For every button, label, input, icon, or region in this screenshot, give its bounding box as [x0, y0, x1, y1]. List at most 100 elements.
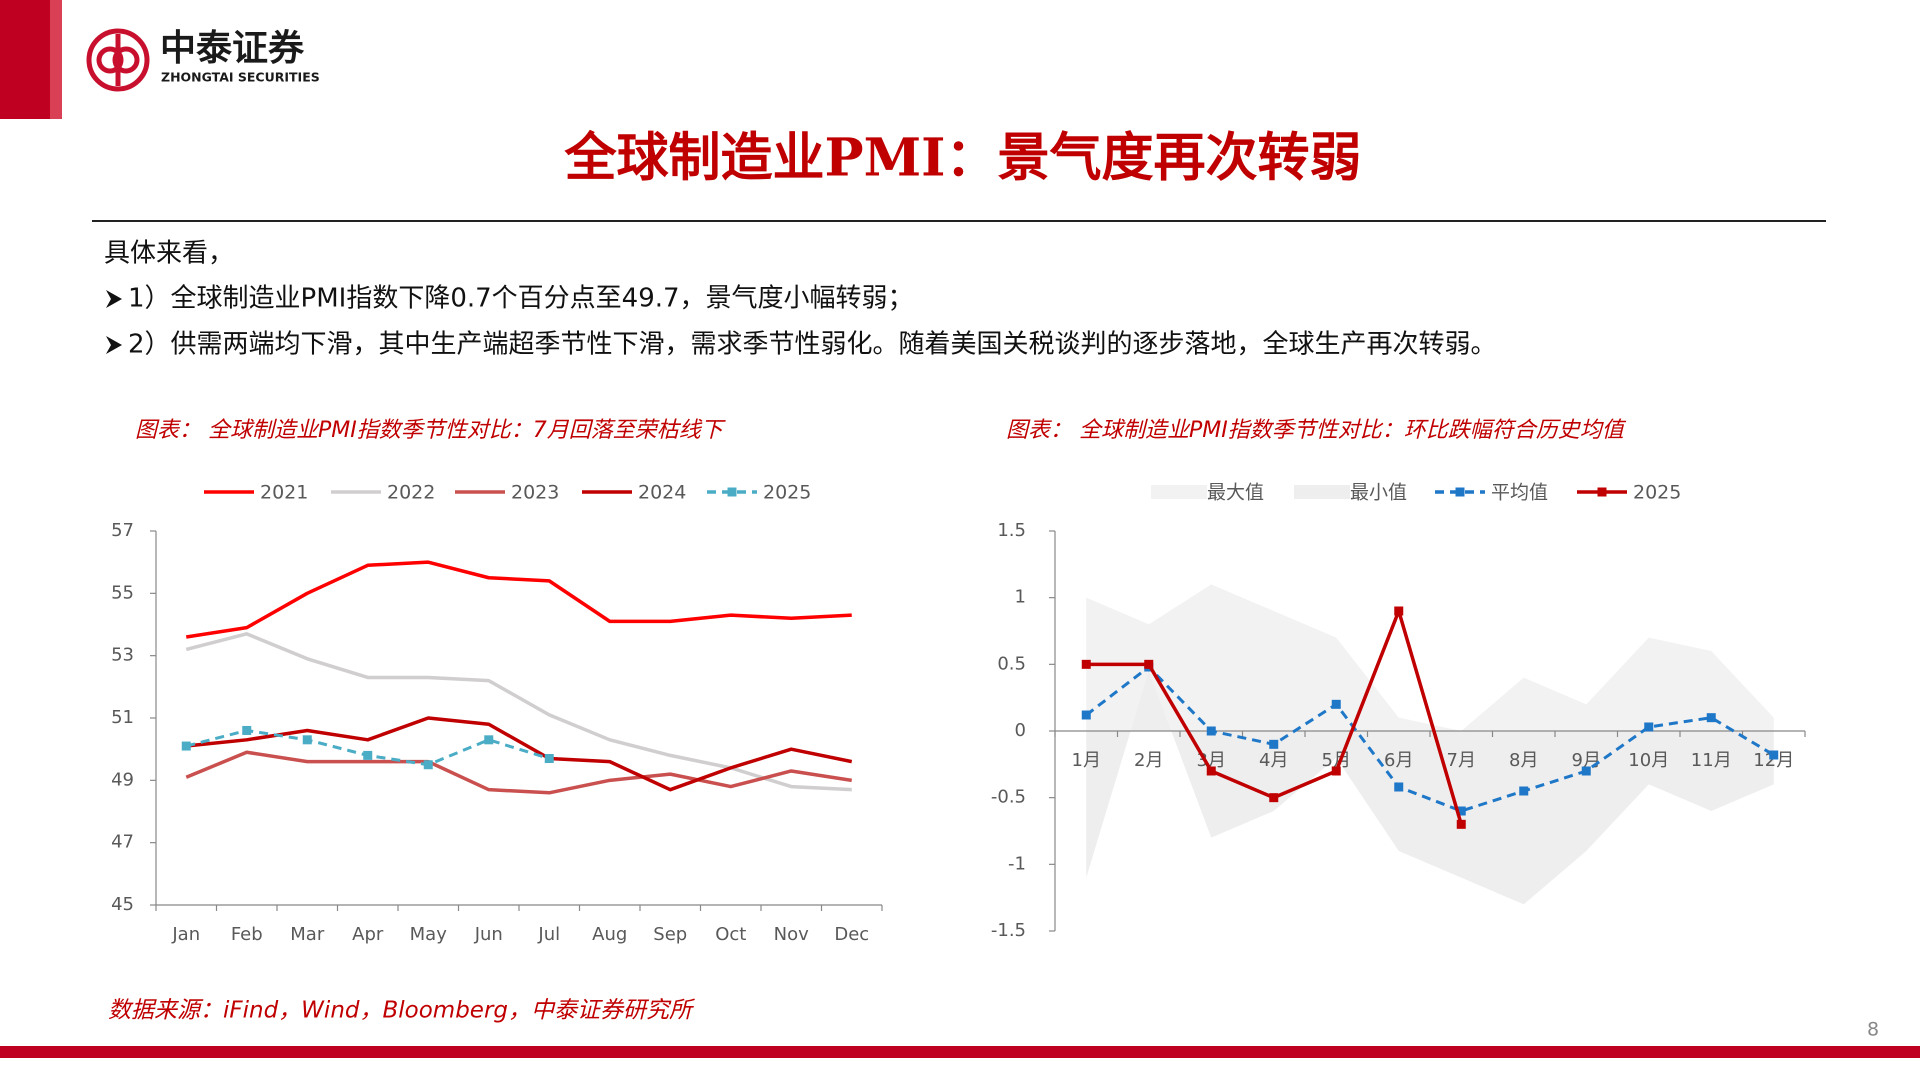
point	[1456, 819, 1466, 829]
bullet: 1）全球制造业PMI指数下降0.7个百分点至49.7，景气度小幅转弱；	[128, 284, 914, 314]
chart-title: 图表： 全球制造业PMI指数季节性对比：7月回落至荣枯线下	[135, 418, 727, 443]
corner-bar	[0, 0, 50, 119]
legend-label: 2025	[763, 482, 811, 504]
y-tick-label: 55	[111, 582, 134, 603]
point	[1394, 782, 1404, 792]
x-tick-label: 4月	[1259, 750, 1288, 771]
legend-marker	[1597, 487, 1607, 497]
legend-label: 平均值	[1491, 482, 1548, 504]
series-line	[185, 560, 852, 639]
slide-title: 全球制造业PMI：景气度再次转弱	[564, 128, 1362, 189]
point	[484, 735, 494, 745]
point	[302, 735, 312, 745]
series-line	[185, 750, 853, 795]
x-tick-label: Apr	[352, 924, 384, 945]
series-line	[186, 716, 853, 792]
point	[363, 750, 373, 760]
brand-en: ZHONGTAI SECURITIES	[161, 70, 320, 85]
point	[1456, 806, 1466, 816]
point	[1394, 606, 1404, 616]
y-tick-label: 45	[111, 894, 134, 915]
legend-label: 2024	[638, 482, 686, 504]
y-tick-label: 1	[1015, 587, 1026, 608]
source: 数据来源：iFind，Wind，Bloomberg，中泰证券研究所	[108, 998, 695, 1024]
point	[544, 754, 554, 764]
brand: 中泰证券	[160, 28, 305, 69]
x-tick-label: Feb	[231, 924, 263, 945]
x-tick-label: Jun	[474, 924, 503, 945]
logo-inner	[112, 46, 140, 74]
legend-label: 最小值	[1350, 482, 1407, 504]
legend-label: 2025	[1633, 482, 1681, 504]
x-tick-label: Jul	[537, 924, 560, 945]
logo: 中泰证券 ZHONGTAI SECURITIES	[86, 28, 320, 92]
series-line	[1085, 665, 1775, 813]
y-tick-label: 47	[111, 832, 134, 853]
legend-label: 最大值	[1207, 482, 1264, 504]
y-tick-label: -0.5	[991, 787, 1026, 808]
point	[1331, 699, 1341, 709]
point	[1081, 710, 1091, 720]
legend-swatch	[1294, 485, 1350, 499]
area	[1086, 671, 1774, 905]
x-tick-label: Oct	[715, 924, 746, 945]
chart-title: 图表： 全球制造业PMI指数季节性对比：环比跌幅符合历史均值	[1006, 418, 1627, 443]
y-tick-label: 49	[111, 769, 134, 790]
point	[423, 760, 433, 770]
y-tick-label: 1.5	[997, 520, 1026, 541]
point	[181, 741, 191, 751]
intro: 具体来看，	[104, 239, 234, 269]
legend-marker	[1455, 487, 1465, 497]
x-tick-label: 6月	[1384, 750, 1413, 771]
point	[242, 725, 252, 735]
x-tick-label: Nov	[774, 924, 809, 945]
chart: 图表： 全球制造业PMI指数季节性对比：环比跌幅符合历史均值 -1.5 -1 -0.5…	[991, 418, 1806, 941]
x-tick-label: May	[410, 924, 448, 945]
point	[1206, 766, 1216, 776]
legend-label: 2021	[260, 482, 308, 504]
chart: 图表： 全球制造业PMI指数季节性对比：7月回落至荣枯线下 45 47 49 51 53 5…	[111, 418, 883, 945]
point	[1081, 659, 1091, 669]
x-tick-label: 8月	[1509, 750, 1538, 771]
x-tick-label: Jan	[171, 924, 200, 945]
point	[1144, 659, 1154, 669]
x-tick-label: 10月	[1628, 750, 1669, 771]
point	[1206, 726, 1216, 736]
legend-label: 2022	[387, 482, 435, 504]
x-tick-label: Sep	[653, 924, 687, 945]
y-tick-label: 57	[111, 520, 134, 541]
legend-label: 2023	[511, 482, 559, 504]
logo-ring	[86, 28, 150, 92]
point	[1769, 750, 1779, 760]
page-number: 8	[1867, 1019, 1879, 1041]
area	[1086, 584, 1774, 731]
y-tick-label: -1	[1008, 853, 1026, 874]
x-tick-label: 12月	[1753, 750, 1794, 771]
x-tick-label: 1月	[1072, 750, 1101, 771]
point	[1269, 739, 1279, 749]
bullet: 2）供需两端均下滑，其中生产端超季节性下滑，需求季节性弱化。随着美国关税谈判的逐…	[128, 330, 1497, 360]
y-tick-label: 0.5	[997, 653, 1026, 674]
bullet-arrow	[106, 290, 122, 308]
point	[1706, 713, 1716, 723]
point	[1331, 766, 1341, 776]
x-tick-label: Dec	[834, 924, 869, 945]
x-tick-label: Aug	[592, 924, 627, 945]
x-tick-label: 2月	[1134, 750, 1163, 771]
point	[1581, 766, 1591, 776]
y-tick-label: 53	[111, 645, 134, 666]
point	[1644, 722, 1654, 732]
point	[1269, 793, 1279, 803]
x-tick-label: Mar	[290, 924, 325, 945]
x-tick-label: 11月	[1691, 750, 1732, 771]
bullet-arrow	[106, 336, 122, 354]
logo-inner	[96, 46, 124, 74]
point	[1519, 786, 1529, 796]
legend-marker	[727, 487, 737, 497]
corner-bar-light	[50, 0, 62, 119]
series-line	[185, 632, 852, 792]
legend-swatch	[1151, 485, 1207, 499]
y-tick-label: 51	[111, 707, 134, 728]
